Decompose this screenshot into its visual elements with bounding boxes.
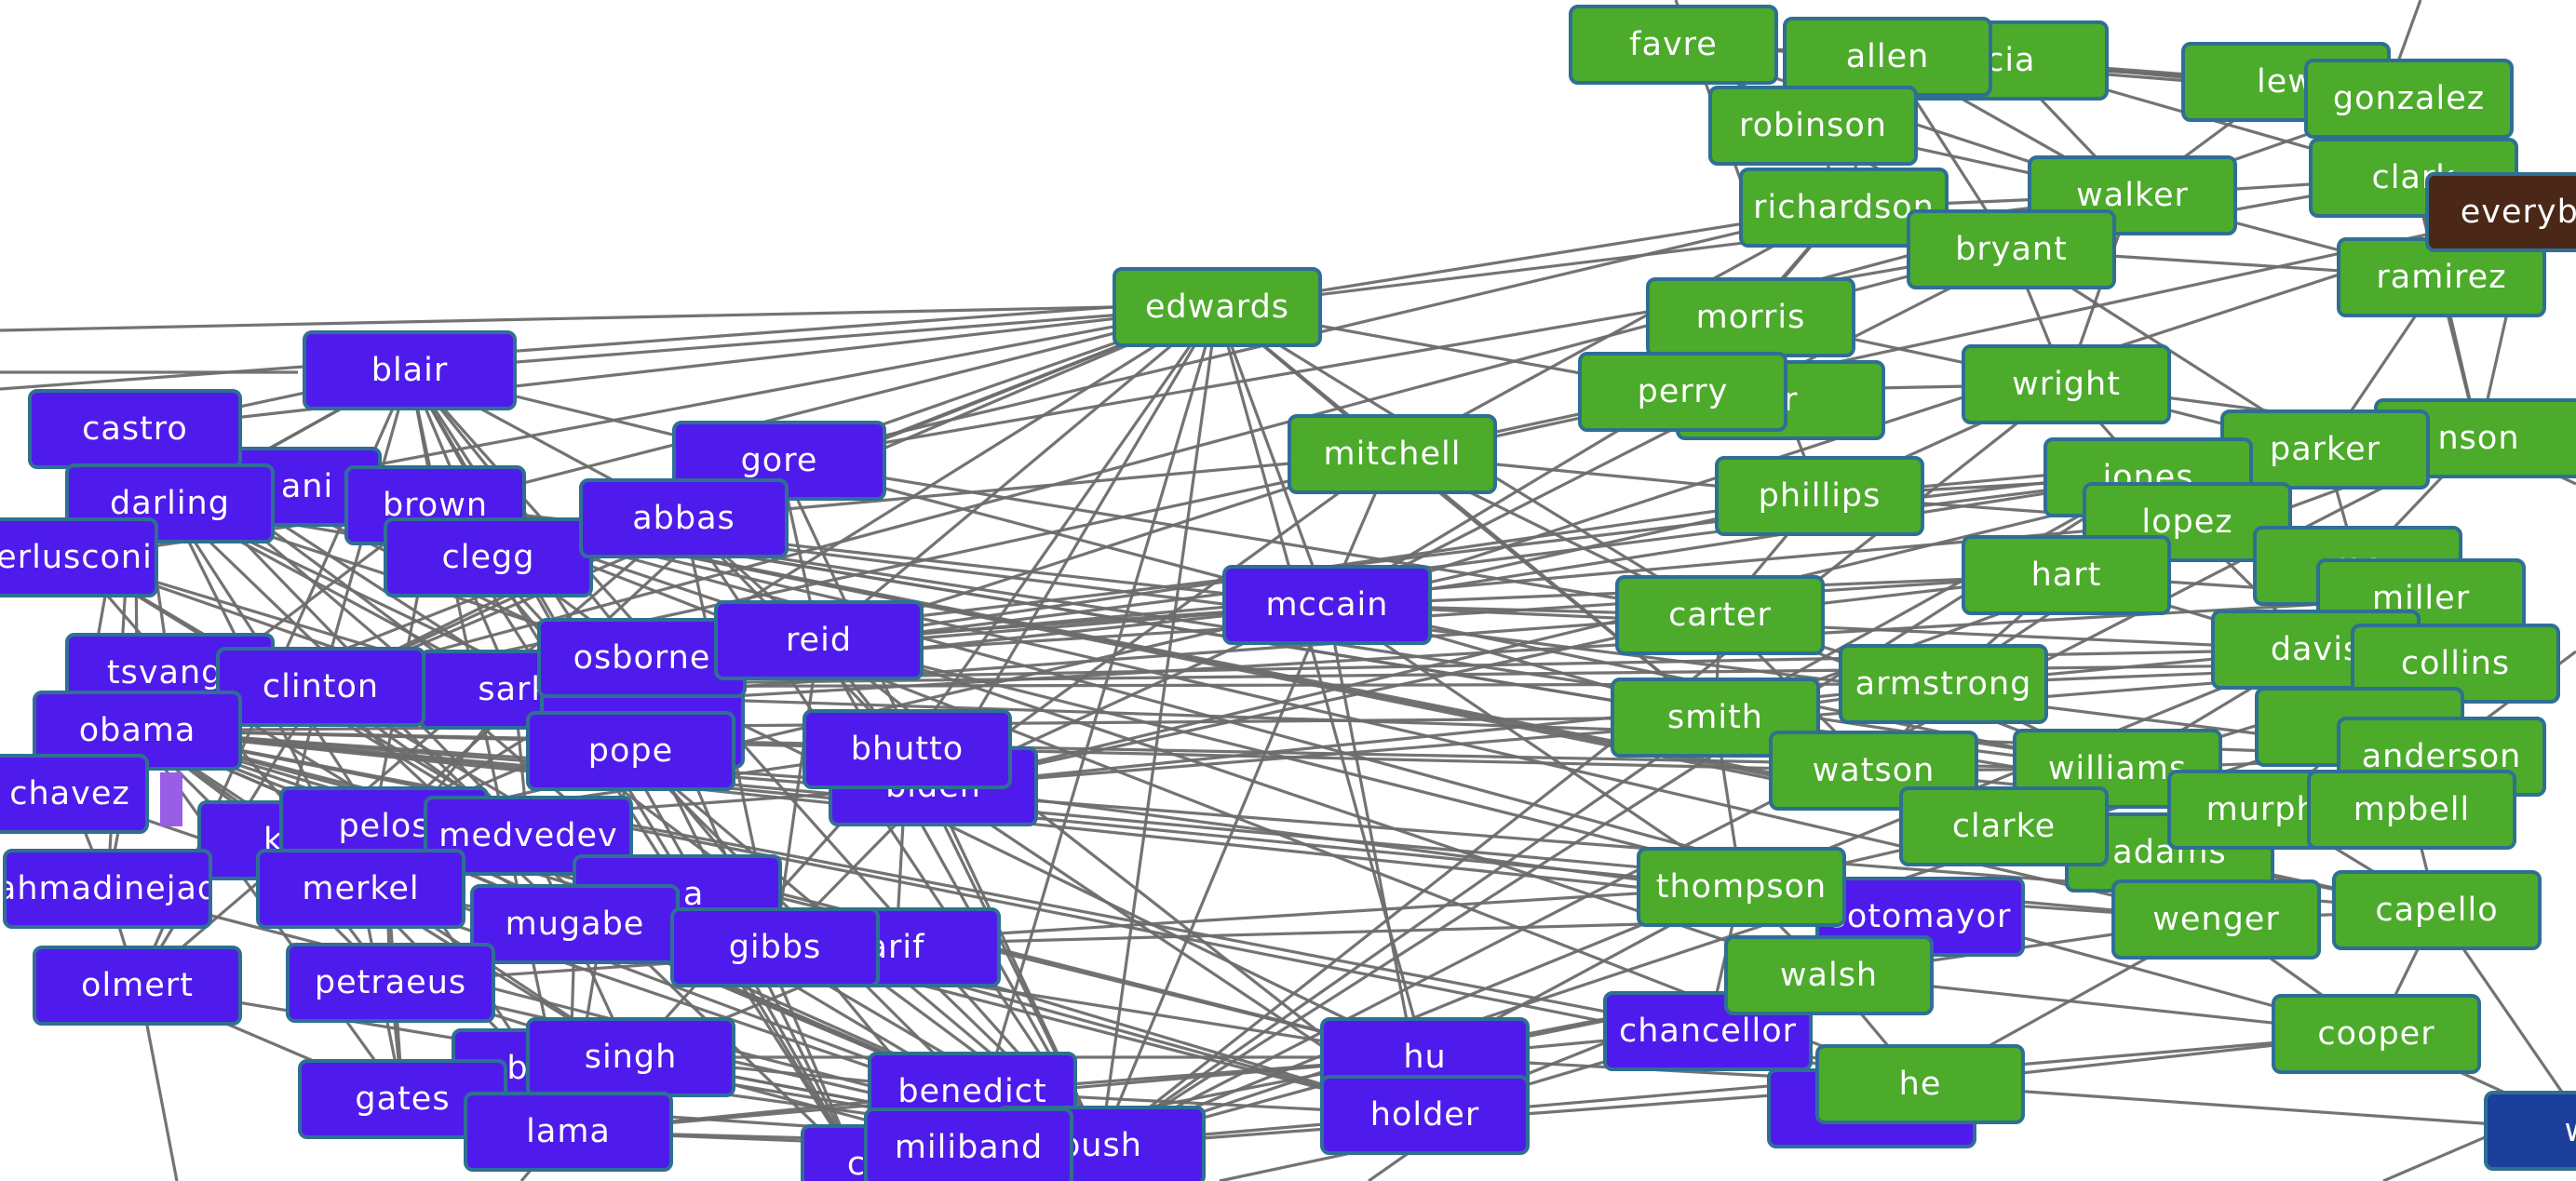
node-cooper[interactable]: cooper: [2272, 994, 2481, 1074]
node-bhutto[interactable]: bhutto: [802, 709, 1012, 789]
edge-edwards-mccain: [1215, 306, 1329, 606]
edge-abbas-mitchell: [683, 452, 1393, 520]
node-clinton[interactable]: clinton: [216, 647, 425, 727]
edge-abbas-olmert: [136, 517, 685, 987]
edge-brown-cooper: [435, 503, 2377, 1036]
node-phillips[interactable]: phillips: [1715, 456, 1924, 536]
node-gonzalez[interactable]: gonzalez: [2304, 59, 2514, 139]
edge-edwards-reid: [817, 305, 1219, 642]
node-wenger[interactable]: wenger: [2111, 879, 2321, 960]
node-wright[interactable]: wright: [1962, 344, 2171, 424]
node-miliband[interactable]: miliband: [864, 1107, 1073, 1181]
edge-offscreen-1: [0, 305, 1113, 391]
node-holder[interactable]: holder: [1320, 1075, 1530, 1155]
node-favre[interactable]: favre: [1569, 5, 1778, 85]
node-olmert[interactable]: olmert: [33, 946, 242, 1026]
edge-edwards-biden: [932, 306, 1219, 787]
node-mitchell[interactable]: mitchell: [1288, 414, 1497, 494]
edge-biden-carter: [933, 613, 1720, 788]
node-ahmadinejad[interactable]: ahmadinejad: [3, 849, 212, 929]
node-singh[interactable]: singh: [526, 1017, 735, 1097]
edge-brown-miliband: [434, 503, 970, 1149]
node-williams[interactable]: williams: [2013, 729, 2222, 809]
node-lama[interactable]: lama: [464, 1092, 673, 1172]
edge-reid-gibbs: [773, 639, 821, 948]
edge-mccain-jones: [1327, 476, 2149, 607]
node-pope[interactable]: pope: [526, 711, 735, 791]
node-world[interactable]: wo: [2484, 1091, 2576, 1171]
node-castro[interactable]: castro: [28, 389, 242, 469]
node-parker[interactable]: parker: [2220, 409, 2430, 490]
node-campbell[interactable]: mpbell: [2307, 770, 2516, 850]
node-gibbs[interactable]: gibbs: [670, 907, 880, 987]
node-mccain[interactable]: mccain: [1222, 565, 1432, 645]
node-walsh[interactable]: walsh: [1724, 935, 1934, 1015]
node-clegg[interactable]: clegg: [384, 517, 593, 597]
edge-obama-chancellor: [137, 729, 1708, 1033]
edge-edwards-blair: [409, 305, 1218, 372]
node-carter[interactable]: carter: [1615, 575, 1825, 655]
node-clarke[interactable]: clarke: [1899, 786, 2109, 866]
node-merkel[interactable]: merkel: [256, 849, 465, 929]
node-reid[interactable]: reid: [714, 600, 924, 680]
node-berlusconi[interactable]: erlusconi: [0, 517, 158, 597]
node-petraeus[interactable]: petraeus: [286, 943, 495, 1023]
node-morris[interactable]: morris: [1646, 277, 1855, 357]
edge-gore-carter: [778, 459, 1720, 617]
node-everybody[interactable]: everybo: [2425, 172, 2576, 252]
edge-mitchell-smith: [1391, 452, 1717, 719]
node-perry[interactable]: perry: [1578, 352, 1787, 432]
edge-mccain-bush: [1099, 604, 1328, 1147]
node-thompson[interactable]: thompson: [1637, 847, 1846, 927]
node-bryant[interactable]: bryant: [1907, 209, 2116, 289]
node-chancellor[interactable]: chancellor: [1603, 991, 1813, 1071]
node-capello[interactable]: capello: [2332, 870, 2542, 950]
node-osborne[interactable]: osborne: [537, 618, 747, 698]
node-violet_sliver[interactable]: [160, 772, 182, 826]
node-chavez[interactable]: chavez: [0, 754, 149, 834]
edge-mitchell-richardson: [1391, 206, 1845, 456]
node-abbas[interactable]: abbas: [579, 478, 789, 558]
edge-brown-he: [434, 503, 1922, 1086]
node-he[interactable]: he: [1815, 1044, 2025, 1124]
node-benedict[interactable]: benedict: [868, 1052, 1077, 1132]
node-armstrong[interactable]: armstrong: [1839, 644, 2048, 724]
node-robinson[interactable]: robinson: [1708, 86, 1918, 166]
node-mugabe[interactable]: mugabe: [470, 884, 680, 964]
node-blair[interactable]: blair: [303, 330, 517, 410]
edge-offscreen-0: [0, 305, 1113, 332]
edge-edwards-brown: [435, 305, 1218, 507]
node-hart[interactable]: hart: [1962, 535, 2171, 615]
edge-he-world: [1920, 1082, 2576, 1132]
node-edwards[interactable]: edwards: [1113, 267, 1322, 347]
edge-brown-cameron: [434, 504, 858, 1165]
